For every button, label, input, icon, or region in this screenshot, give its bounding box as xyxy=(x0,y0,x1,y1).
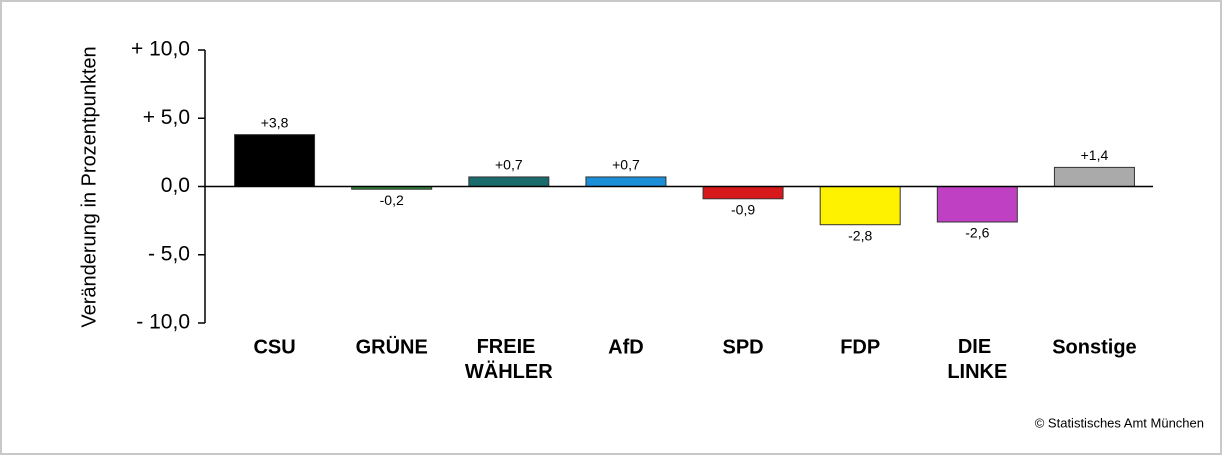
x-tick-label: AfD xyxy=(608,336,644,358)
x-tick-label: FREIE WÄHLER xyxy=(465,336,553,383)
bar xyxy=(468,176,550,188)
y-axis-label: Veränderung in Prozentpunkten xyxy=(78,46,100,327)
x-tick-label: FDP xyxy=(840,336,880,358)
bar xyxy=(234,134,316,188)
bar xyxy=(936,186,1018,223)
value-label: +1,4 xyxy=(1081,147,1109,163)
x-tick-label: GRÜNE xyxy=(356,335,428,358)
bar xyxy=(702,186,784,200)
value-label: -2,6 xyxy=(965,225,989,241)
value-label: +0,7 xyxy=(612,157,640,173)
bar xyxy=(1053,166,1135,187)
y-tick-label: - 5,0 xyxy=(148,242,190,265)
x-tick-label: SPD xyxy=(723,336,764,358)
x-tick-label: CSU xyxy=(253,336,295,358)
bar xyxy=(585,176,667,188)
x-tick-label: Sonstige xyxy=(1052,336,1136,358)
x-tick-label: DIE LINKE xyxy=(947,336,1007,383)
y-tick-label: + 10,0 xyxy=(131,38,190,61)
value-label: -0,9 xyxy=(731,201,755,217)
value-label: +3,8 xyxy=(261,114,289,130)
y-tick-label: - 10,0 xyxy=(136,311,190,334)
source: © Statistisches Amt München xyxy=(1035,415,1204,430)
y-tick-label: 0,0 xyxy=(161,174,190,197)
value-label: -2,8 xyxy=(848,227,872,243)
y-tick-label: + 5,0 xyxy=(143,106,190,129)
value-label: -0,2 xyxy=(380,192,404,208)
value-label: +0,7 xyxy=(495,157,523,173)
bar xyxy=(819,186,901,226)
